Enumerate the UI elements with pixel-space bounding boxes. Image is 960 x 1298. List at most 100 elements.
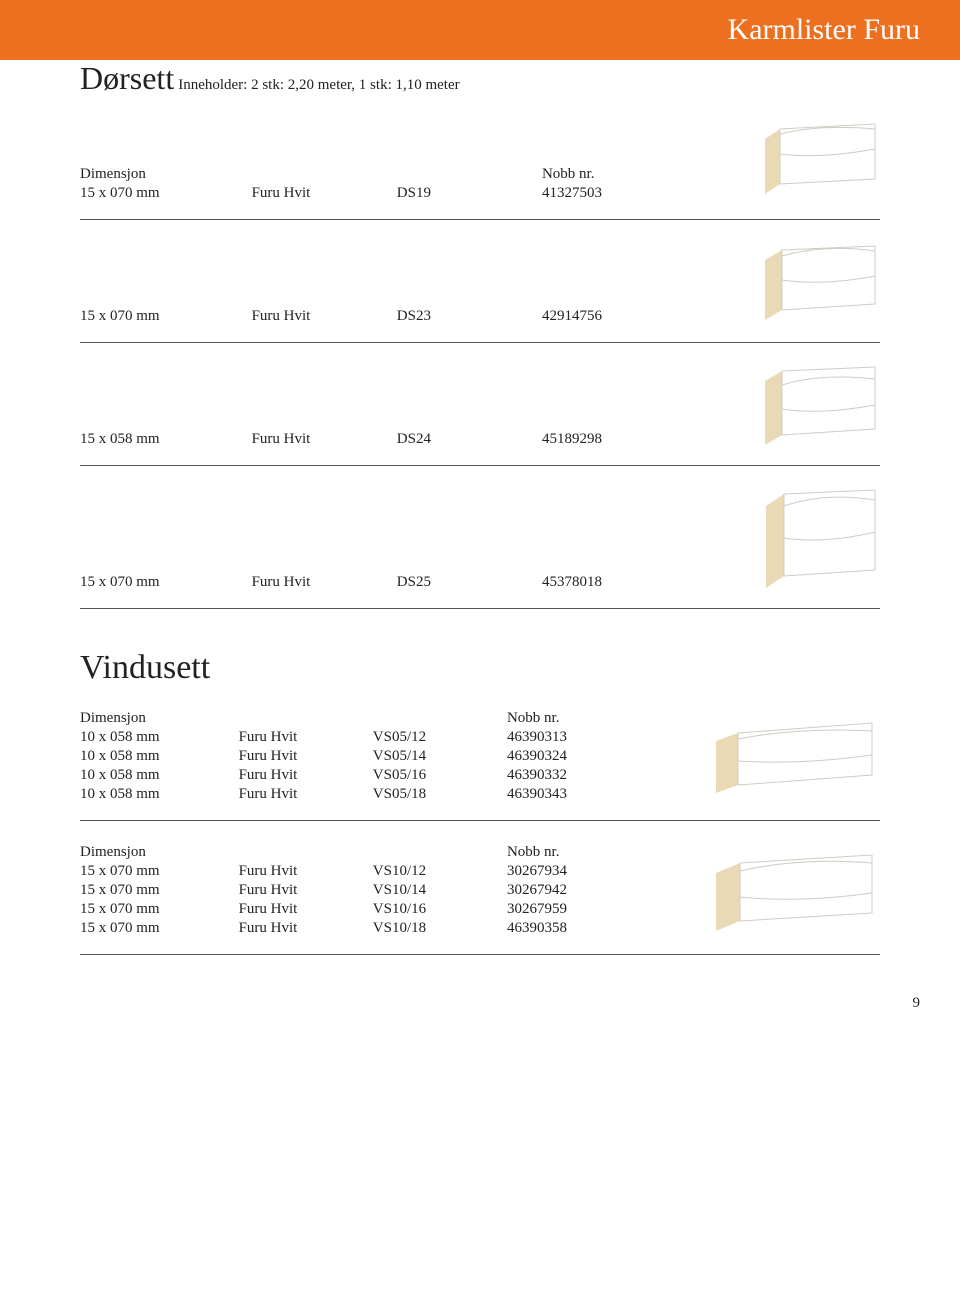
molding-icon [760,365,880,455]
cell-dim: 15 x 070 mm [80,184,252,203]
cell-mat: Furu Hvit [252,573,397,592]
product-table-wrap: Dimensjon Nobb nr. 15 x 070 mm Furu Hvit… [80,165,740,209]
dorsett-heading: Dørsett Inneholder: 2 stk: 2,20 meter, 1… [80,60,880,97]
dorsett-subtitle: Inneholder: 2 stk: 2,20 meter, 1 stk: 1,… [178,77,459,93]
cell-nobb: 46390332 [507,766,690,785]
col-dimension: Dimensjon [80,709,239,728]
product-block: 15 x 058 mm Furu Hvit DS24 45189298 [80,365,880,466]
col-dimension: Dimensjon [80,165,252,184]
vindusett-title: Vindusett [80,649,880,687]
molding-icon [760,242,880,332]
cell-mat: Furu Hvit [239,747,373,766]
product-table: Dimensjon Nobb nr. 10 x 058 mm Furu Hvit… [80,709,690,804]
page-number: 9 [0,985,960,1030]
product-table-wrap: Dimensjon Nobb nr. 15 x 070 mm Furu Hvit… [80,843,690,944]
cell-mat: Furu Hvit [252,184,397,203]
cell-code: VS05/18 [373,785,507,804]
molding-icon [710,715,880,810]
dorsett-title: Dørsett [80,60,174,96]
table-header-row: Dimensjon Nobb nr. [80,843,690,862]
cell-code: VS10/14 [373,881,507,900]
cell-nobb: 45189298 [542,430,740,449]
cell-code: DS24 [397,430,542,449]
cell-mat: Furu Hvit [252,307,397,326]
header-bar: Karmlister Furu [0,0,960,60]
table-row: 15 x 070 mm Furu Hvit DS19 41327503 [80,184,740,203]
product-table: 15 x 070 mm Furu Hvit DS25 45378018 [80,573,740,592]
cell-mat: Furu Hvit [239,785,373,804]
cell-dim: 15 x 058 mm [80,430,252,449]
cell-mat: Furu Hvit [239,881,373,900]
cell-code: VS05/16 [373,766,507,785]
table-row: 10 x 058 mm Furu Hvit VS05/12 46390313 [80,728,690,747]
cell-dim: 15 x 070 mm [80,573,252,592]
table-row: 10 x 058 mm Furu Hvit VS05/18 46390343 [80,785,690,804]
cell-nobb: 46390324 [507,747,690,766]
cell-nobb: 46390358 [507,919,690,938]
cell-nobb: 46390313 [507,728,690,747]
cell-mat: Furu Hvit [239,862,373,881]
cell-code: VS05/12 [373,728,507,747]
product-block: Dimensjon Nobb nr. 15 x 070 mm Furu Hvit… [80,843,880,955]
cell-dim: 15 x 070 mm [80,919,239,938]
header-title: Karmlister Furu [728,13,920,47]
product-table: 15 x 058 mm Furu Hvit DS24 45189298 [80,430,740,449]
cell-mat: Furu Hvit [239,919,373,938]
cell-mat: Furu Hvit [239,766,373,785]
product-block: Dimensjon Nobb nr. 10 x 058 mm Furu Hvit… [80,709,880,821]
table-row: 15 x 070 mm Furu Hvit VS10/12 30267934 [80,862,690,881]
cell-code: DS23 [397,307,542,326]
page-content: Dørsett Inneholder: 2 stk: 2,20 meter, 1… [0,60,960,985]
table-row: 15 x 070 mm Furu Hvit DS25 45378018 [80,573,740,592]
product-table-wrap: 15 x 070 mm Furu Hvit DS23 42914756 [80,307,740,332]
product-table-wrap: Dimensjon Nobb nr. 10 x 058 mm Furu Hvit… [80,709,690,810]
product-block: 15 x 070 mm Furu Hvit DS25 45378018 [80,488,880,609]
table-row: 10 x 058 mm Furu Hvit VS05/16 46390332 [80,766,690,785]
molding-icon [710,849,880,944]
col-dimension: Dimensjon [80,843,239,862]
cell-dim: 15 x 070 mm [80,900,239,919]
col-nobb: Nobb nr. [542,165,740,184]
table-header-row: Dimensjon Nobb nr. [80,165,740,184]
molding-icon [760,488,880,598]
table-row: 15 x 058 mm Furu Hvit DS24 45189298 [80,430,740,449]
product-table-wrap: 15 x 070 mm Furu Hvit DS25 45378018 [80,573,740,598]
cell-dim: 10 x 058 mm [80,785,239,804]
table-row: 15 x 070 mm Furu Hvit VS10/18 46390358 [80,919,690,938]
cell-nobb: 30267959 [507,900,690,919]
cell-code: VS10/18 [373,919,507,938]
cell-nobb: 30267942 [507,881,690,900]
cell-dim: 10 x 058 mm [80,747,239,766]
cell-mat: Furu Hvit [252,430,397,449]
cell-dim: 10 x 058 mm [80,766,239,785]
product-block: 15 x 070 mm Furu Hvit DS23 42914756 [80,242,880,343]
cell-dim: 15 x 070 mm [80,307,252,326]
cell-nobb: 45378018 [542,573,740,592]
product-table-wrap: 15 x 058 mm Furu Hvit DS24 45189298 [80,430,740,455]
col-nobb: Nobb nr. [507,843,690,862]
cell-code: VS05/14 [373,747,507,766]
table-header-row: Dimensjon Nobb nr. [80,709,690,728]
cell-mat: Furu Hvit [239,728,373,747]
cell-code: DS25 [397,573,542,592]
cell-nobb: 46390343 [507,785,690,804]
cell-nobb: 42914756 [542,307,740,326]
molding-icon [760,119,880,209]
table-row: 15 x 070 mm Furu Hvit VS10/14 30267942 [80,881,690,900]
col-nobb: Nobb nr. [507,709,690,728]
product-table: Dimensjon Nobb nr. 15 x 070 mm Furu Hvit… [80,165,740,203]
table-row: 10 x 058 mm Furu Hvit VS05/14 46390324 [80,747,690,766]
cell-dim: 15 x 070 mm [80,862,239,881]
cell-code: DS19 [397,184,542,203]
table-row: 15 x 070 mm Furu Hvit VS10/16 30267959 [80,900,690,919]
product-block: Dimensjon Nobb nr. 15 x 070 mm Furu Hvit… [80,119,880,220]
cell-dim: 15 x 070 mm [80,881,239,900]
table-row: 15 x 070 mm Furu Hvit DS23 42914756 [80,307,740,326]
cell-dim: 10 x 058 mm [80,728,239,747]
cell-code: VS10/16 [373,900,507,919]
cell-nobb: 41327503 [542,184,740,203]
cell-nobb: 30267934 [507,862,690,881]
product-table: Dimensjon Nobb nr. 15 x 070 mm Furu Hvit… [80,843,690,938]
cell-mat: Furu Hvit [239,900,373,919]
cell-code: VS10/12 [373,862,507,881]
